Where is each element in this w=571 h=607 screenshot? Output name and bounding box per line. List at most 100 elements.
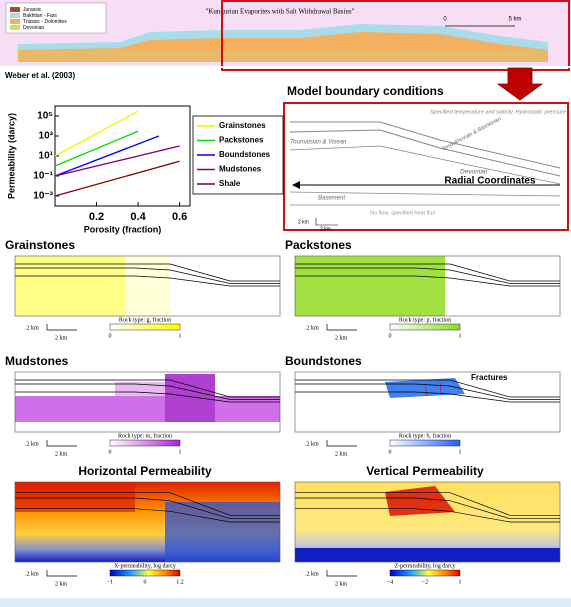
perm-fill [15,482,135,512]
colorbar [390,324,460,330]
colorbar-label: Rock type: b, fraction [399,432,451,439]
x-tick-label: 0.4 [130,211,146,223]
rock-fill [125,256,170,316]
colorbar-tick-label: 1 [179,449,182,455]
panel-title: Horizontal Permeability [78,464,212,478]
panel-title: Packstones [285,238,352,252]
scale-label: .2 km [305,325,319,331]
colorbar-tick-label: 0 [109,333,112,339]
scale-bar [47,570,77,576]
model-panel [295,482,560,562]
colorbar-label: Rock type: p, fraction [399,316,451,323]
legend-swatch [10,13,20,18]
scale-label: 2 km [55,581,68,587]
colorbar [390,570,460,576]
panel-title: Mudstones [5,354,69,368]
colorbar-tick-label: 0 [389,333,392,339]
rock-fill [295,256,445,316]
layer-label: Basement [318,196,345,202]
page: { "banner": { "title": "\"Kungurian Evap… [0,0,571,607]
panel-title: Boundstones [285,354,362,368]
scale-label: 5 km [508,17,521,23]
panel-title: Grainstones [5,238,75,252]
perm-fill [165,502,280,562]
colorbar-tick-label: −1 [107,579,113,585]
colorbar-label: Rock type: m, fraction [118,432,172,439]
colorbar-label: Rock type: g, fraction [119,316,171,323]
legend-label: Mudstones [219,165,262,174]
colorbar-tick-label: 0 [109,449,112,455]
scale-label: 2 km [335,581,348,587]
colorbar-tick-label: −4 [387,579,393,585]
scale-label: .2 km [305,571,319,577]
boundary-label: No flow, specified heat flux [370,210,435,216]
model-panel [295,256,560,316]
scale-label: 2 km [55,451,68,457]
y-tick-label: 10⁵ [37,111,53,122]
scale-bar [47,324,77,330]
model-panel [15,372,280,432]
banner-layer [18,50,548,62]
colorbar-tick-label: −2 [422,579,428,585]
colorbar-tick-label: 0 [389,449,392,455]
y-tick-label: 10⁻¹ [33,171,53,182]
colorbar [110,324,180,330]
colorbar-tick-label: 1 [459,333,462,339]
legend-swatch [10,19,20,24]
y-tick-label: 10⁻³ [33,191,53,202]
x-axis-label: Porosity (fraction) [84,224,162,234]
legend-label: Shale [219,179,241,188]
scale-label: .2 km [305,441,319,447]
x-tick-label: 0.6 [172,211,187,223]
rock-fill [15,396,280,422]
scale-bar [47,440,77,446]
colorbar-tick-label: 1 [459,449,462,455]
boundary-label: Specified temperature and salinity, Hydr… [430,109,566,115]
legend-label: Boundstones [219,150,271,159]
annotation: Fractures [471,373,508,382]
legend-label: Grainstones [219,121,266,130]
colorbar-tick-label: 1.2 [176,579,184,585]
scale-bar [327,440,357,446]
footer-strip [0,598,571,607]
scale-label: .2 km [25,571,39,577]
rock-fill [15,256,125,316]
spacer [0,66,571,68]
panel-title: Model boundary conditions [287,84,444,98]
rock-fill [165,374,215,422]
y-tick-label: 10¹ [39,151,54,162]
arrow-label: Radial Coordinates [444,176,536,187]
citation: Weber et al. (2003) [5,71,75,80]
legend-swatch [10,25,20,30]
colorbar [390,440,460,446]
layer-label: Tournaisian & Visean [290,140,347,146]
legend-swatch [10,7,20,12]
perm-fill [295,548,560,562]
legend-label: Packstones [219,136,264,145]
model-panel: Fractures [295,372,560,432]
scale-label: 2 km [55,335,68,341]
y-tick-label: 10³ [39,131,54,142]
banner-title: "Kungurian Evaporites with Salt Withdraw… [206,8,355,16]
scale-bar [327,570,357,576]
colorbar-label: Z-permeability, log darcy [394,563,455,569]
x-tick-label: 0.2 [89,211,104,223]
y-axis-label: Permeability (darcy) [6,113,16,199]
figure: Jurassic Bakhtiari - Fars Triassic - Dol… [0,0,571,607]
scale-label: 2 km [298,219,309,225]
model-panel [15,482,280,562]
scale-bar [327,324,357,330]
arrow [498,68,542,100]
panel-title: Vertical Permeability [366,464,484,478]
model-panel [15,256,280,316]
colorbar-label: X-permeability, log darcy [114,563,176,569]
colorbar-tick-label: 1 [179,333,182,339]
colorbar-tick-label: 0 [144,579,147,585]
scale-label: 2 km [335,451,348,457]
scale-label: 2 km [335,335,348,341]
scale-label: .2 km [25,325,39,331]
colorbar [110,570,180,576]
banner-legend: Devonian [23,25,44,31]
scale-label: 2 km [320,226,331,232]
colorbar-tick-label: 1 [459,579,462,585]
